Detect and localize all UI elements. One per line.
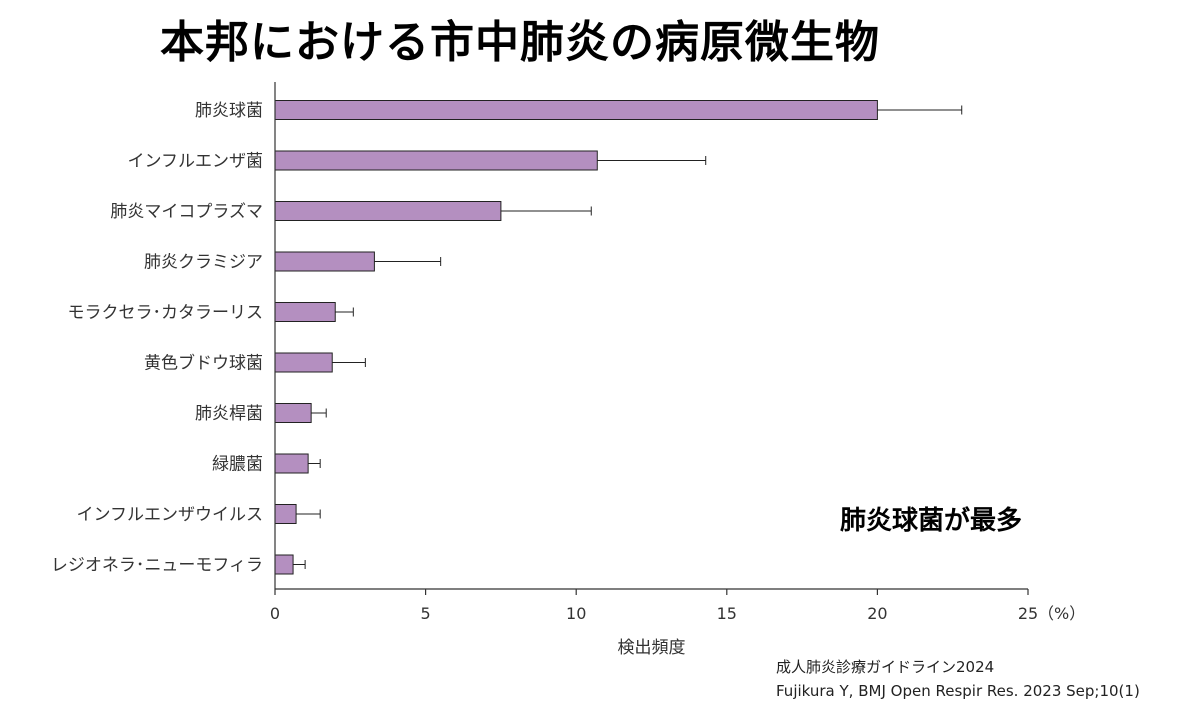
source-line-1: 成人肺炎診療ガイドライン2024 <box>776 658 995 676</box>
callout-text: 肺炎球菌が最多 <box>840 506 1023 536</box>
source-line-2: Fujikura Y, BMJ Open Respir Res. 2023 Se… <box>776 682 1140 700</box>
x-axis-label: 検出頻度 <box>618 638 686 658</box>
category-label: 肺炎桿菌 <box>195 404 263 424</box>
category-label: レジオネラ･ニューモフィラ <box>51 556 263 576</box>
x-tick-label: 5 <box>421 604 431 623</box>
category-label: インフルエンザウイルス <box>77 505 264 525</box>
bar <box>274 554 294 575</box>
category-label: インフルエンザ菌 <box>128 152 264 172</box>
bar <box>274 302 336 322</box>
category-label: 緑膿菌 <box>212 455 263 475</box>
bar <box>274 403 312 423</box>
category-label: 黄色ブドウ球菌 <box>144 353 263 374</box>
category-label: 肺炎球菌 <box>195 101 263 121</box>
bar <box>274 201 502 221</box>
category-label: 肺炎マイコプラズマ <box>110 202 263 222</box>
category-label: モラクセラ･カタラーリス <box>68 303 264 323</box>
x-tick-label: 20 <box>867 604 887 623</box>
x-tick-label: 25 <box>1018 604 1038 623</box>
bar <box>274 150 598 171</box>
category-label: 肺炎クラミジア <box>144 253 263 273</box>
bar <box>274 352 333 373</box>
x-tick-label: 10 <box>566 604 586 623</box>
bar <box>274 251 375 272</box>
x-axis-unit: （%） <box>1038 604 1085 623</box>
bar <box>274 504 297 524</box>
source-citation: 成人肺炎診療ガイドライン2024 Fujikura Y, BMJ Open Re… <box>776 655 1140 703</box>
bar <box>274 453 309 474</box>
x-tick-label: 0 <box>270 604 280 623</box>
x-tick-label: 15 <box>717 604 737 623</box>
bar <box>274 100 878 120</box>
page-title: 本邦における市中肺炎の病原微生物 <box>160 17 880 68</box>
